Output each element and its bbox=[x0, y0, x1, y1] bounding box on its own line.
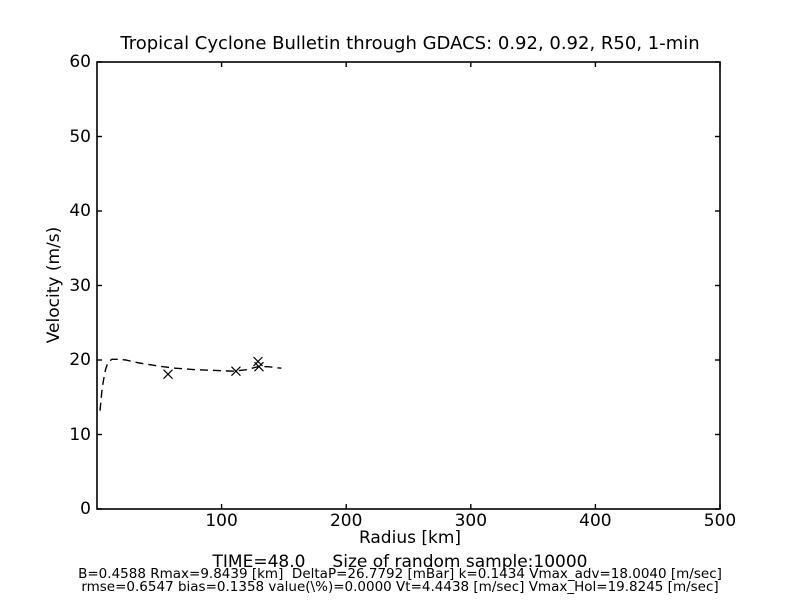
axis-ticks bbox=[97, 61, 721, 510]
x-tick-label: 500 bbox=[703, 511, 737, 531]
y-tick-label: 30 bbox=[69, 275, 91, 296]
y-tick-label: 40 bbox=[69, 201, 91, 221]
chart-title: Tropical Cyclone Bulletin through GDACS:… bbox=[120, 33, 700, 54]
x-axis-label: Radius [km] bbox=[358, 528, 462, 548]
y-tick-label: 50 bbox=[69, 126, 91, 147]
x-tick-label: 200 bbox=[329, 511, 363, 531]
y-tick-label: 10 bbox=[69, 424, 91, 445]
data-series bbox=[99, 356, 282, 411]
y-tick-label: 20 bbox=[69, 350, 91, 370]
x-tick-label: 400 bbox=[579, 511, 612, 531]
caption-statistics: rmse=0.6547 bias=0.1358 value(\%)=0.0000… bbox=[81, 579, 719, 595]
x-tick-label: 100 bbox=[205, 511, 238, 531]
y-tick-label: 60 bbox=[69, 52, 91, 72]
x-tick-label: 300 bbox=[454, 511, 488, 531]
axes-frame bbox=[96, 61, 721, 510]
y-tick-label: 0 bbox=[80, 499, 91, 519]
caption-time-sample: TIME=48.0 Size of random sample:10000 bbox=[212, 552, 588, 572]
caption-parameters: B=0.4588 Rmax=9.8439 [km] DeltaP=26.7792… bbox=[78, 566, 722, 582]
